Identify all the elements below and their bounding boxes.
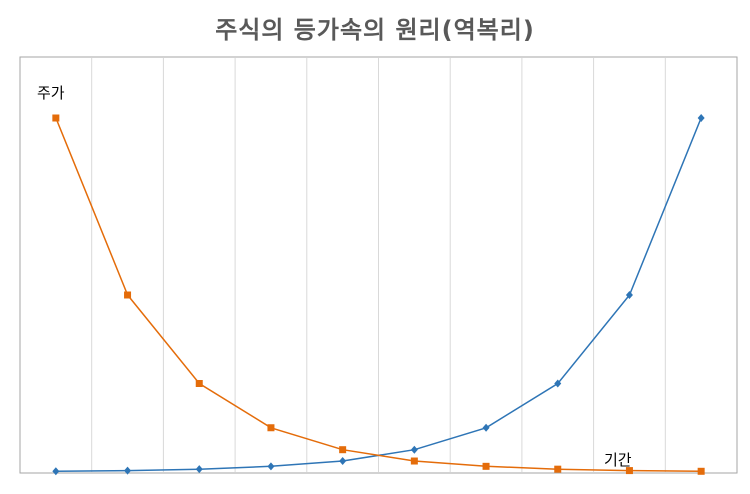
data-point (195, 465, 203, 474)
data-point (554, 465, 562, 473)
data-point (410, 445, 418, 454)
y-axis-label: 주가 (37, 84, 65, 102)
data-point (52, 114, 60, 122)
x-axis-label: 기간 (604, 451, 632, 469)
data-point (410, 457, 418, 465)
data-point (339, 457, 347, 466)
series-line (55, 117, 702, 473)
data-point (482, 462, 490, 470)
data-point (52, 467, 60, 476)
series-2 (52, 114, 705, 475)
data-point (625, 467, 633, 475)
data-point (554, 379, 562, 388)
plot-area-border (19, 56, 738, 474)
data-point (267, 424, 275, 432)
series-layer (52, 114, 705, 476)
data-point (697, 467, 705, 475)
data-point (267, 462, 275, 471)
chart-title: 주식의 등가속의 원리(역복리) (215, 16, 535, 44)
data-point (697, 114, 705, 122)
data-point (625, 291, 633, 299)
data-point (482, 423, 490, 432)
data-point (124, 291, 132, 299)
data-point (124, 466, 132, 475)
data-point (195, 380, 203, 387)
data-point (339, 446, 347, 454)
gridlines (91, 58, 666, 472)
